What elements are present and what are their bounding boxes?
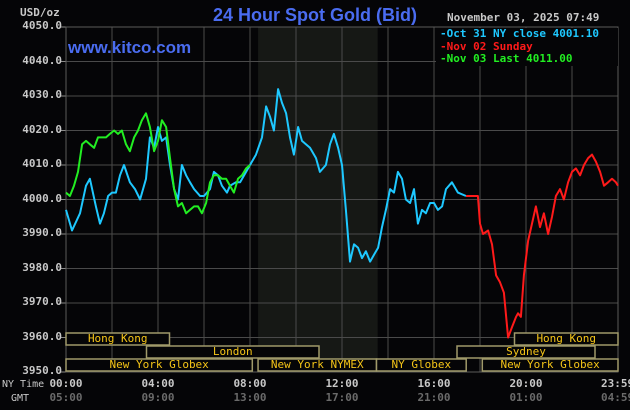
kitco-watermark[interactable]: www.kitco.com [68, 38, 192, 57]
y-tick-label: 3950.0 [22, 364, 62, 377]
legend-item-nov03: -Nov 03 Last 4011.00 [436, 52, 618, 66]
y-tick-label: 4040.0 [22, 53, 62, 67]
ny-time-label: NY Time [2, 379, 45, 390]
x-tick-gmt: 13:00 [233, 391, 267, 404]
y-tick-label: 4050.0 [22, 19, 62, 32]
y-tick-label: 3990.0 [22, 226, 62, 239]
y-tick-label: 3960.0 [22, 329, 62, 343]
gmt-label: GMT [11, 393, 30, 404]
y-tick-label: 4030.0 [22, 88, 62, 101]
y-tick-label: 3980.0 [22, 260, 62, 274]
y-axis-unit: USD/oz [20, 6, 60, 19]
legend-label: Oct 31 NY close 4001.10 [446, 27, 599, 40]
x-tick-ny: 16:00 [417, 377, 451, 390]
legend: -Oct 31 NY close 4001.10 -Nov 02 Sunday … [436, 27, 618, 66]
session-label: NY Globex [391, 358, 452, 371]
session-label: Sydney [506, 345, 546, 358]
y-tick-label: 3970.0 [22, 295, 62, 308]
price-lines [65, 88, 619, 339]
y-tick-label: 4000.0 [22, 191, 62, 205]
x-tick-gmt: 01:00 [509, 391, 543, 404]
session-label: New York Globex [109, 358, 209, 371]
x-tick-ny: 20:00 [509, 377, 543, 390]
y-tick-label: 4010.0 [22, 157, 62, 170]
legend-label: Nov 03 Last 4011.00 [446, 52, 573, 65]
x-tick-gmt: 21:00 [417, 391, 451, 404]
x-tick-ny: 00:00 [49, 377, 83, 390]
legend-item-nov02: -Nov 02 Sunday [436, 39, 618, 54]
legend-label: Nov 02 Sunday [446, 39, 533, 53]
x-tick-gmt: 17:00 [325, 391, 359, 404]
y-tick-label: 4020.0 [22, 122, 62, 136]
timestamp: November 03, 2025 07:49 [447, 11, 600, 24]
legend-swatch: - [440, 39, 447, 53]
x-tick-gmt: 05:00 [49, 391, 83, 404]
legend-swatch: - [440, 27, 447, 40]
session-label: New York NYMEX [270, 358, 364, 371]
x-tick-gmt: 09:00 [141, 391, 175, 404]
x-tick-ny: 04:00 [141, 377, 175, 390]
chart-grid [61, 26, 619, 373]
legend-item-oct31: -Oct 31 NY close 4001.10 [436, 27, 618, 41]
session-label: Hong Kong [87, 332, 148, 345]
session-label: London [212, 345, 253, 358]
chart-title: 24 Hour Spot Gold (Bid) [213, 5, 417, 25]
x-tick-ny: 12:00 [325, 377, 359, 390]
x-tick-ny: 08:00 [233, 377, 267, 390]
x-tick-gmt: 04:59 [600, 391, 630, 404]
session-label: Hong Kong [536, 332, 597, 345]
x-tick-ny: 23:59 [600, 377, 630, 390]
session-label: New York Globex [500, 358, 600, 371]
session-bands [65, 332, 619, 372]
legend-swatch: - [440, 52, 447, 65]
